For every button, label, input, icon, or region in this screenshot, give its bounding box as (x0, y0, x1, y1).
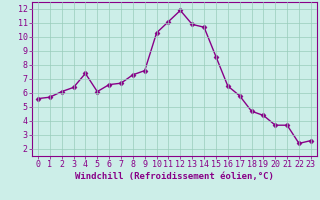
X-axis label: Windchill (Refroidissement éolien,°C): Windchill (Refroidissement éolien,°C) (75, 172, 274, 181)
